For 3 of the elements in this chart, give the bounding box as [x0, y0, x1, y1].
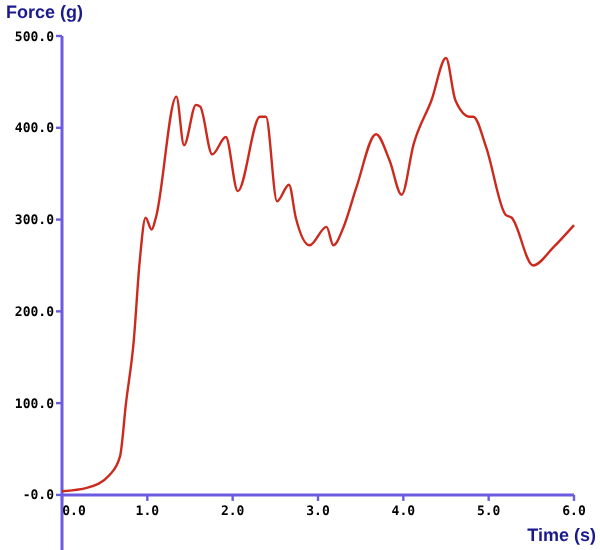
line-series	[60, 56, 576, 493]
x-axis-title: Time (s)	[527, 524, 596, 545]
y-axis-title: Force (g)	[6, 2, 84, 22]
